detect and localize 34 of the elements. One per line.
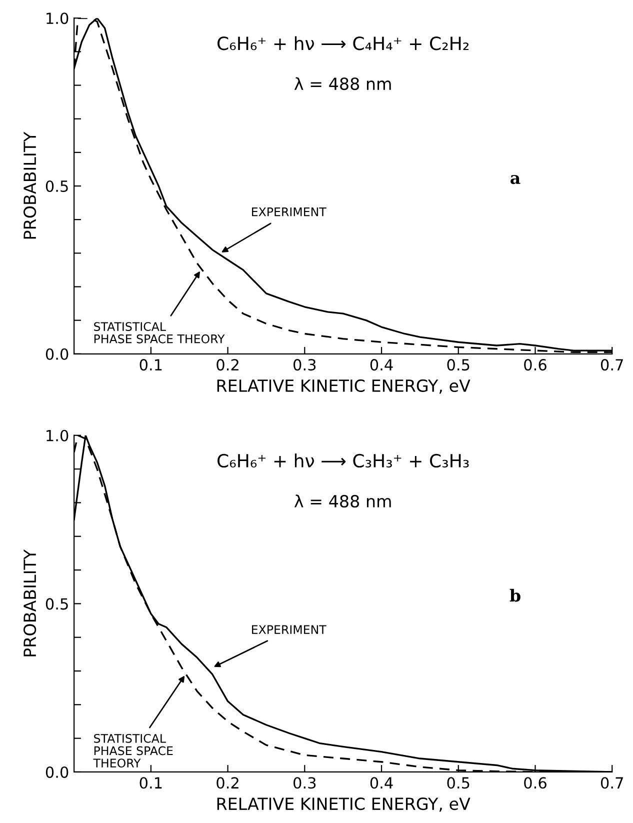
annotation: C₆H₆⁺ + hν ⟶ C₄H₄⁺ + C₂H₂ — [218, 36, 469, 50]
annotation: EXPERIMENT — [252, 208, 326, 216]
annotation: λ = 488 nm — [294, 77, 391, 90]
x-tick-label: 0.5 — [447, 359, 470, 371]
y-axis-title: PROBABILITY — [24, 132, 36, 239]
annotation: STATISTICAL PHASE SPACE THEORY — [94, 322, 225, 344]
x-axis-title: RELATIVE KINETIC ENERGY, eV — [217, 797, 470, 812]
x-tick-label: 0.5 — [447, 777, 470, 789]
annotation: EXPERIMENT — [252, 625, 326, 634]
x-tick-label: 0.2 — [216, 777, 238, 789]
x-tick-label: 0.7 — [600, 777, 623, 789]
y-tick-label: 0.0 — [46, 348, 68, 360]
x-tick-label: 0.6 — [524, 777, 546, 789]
x-tick-label: 0.4 — [370, 777, 393, 789]
annotation: STATISTICAL PHASE SPACE THEORY — [93, 734, 173, 768]
x-tick-label: 0.7 — [600, 359, 623, 371]
annotation: λ = 488 nm — [294, 494, 391, 508]
x-axis-title: RELATIVE KINETIC ENERGY, eV — [217, 379, 470, 394]
x-tick-label: 0.1 — [140, 359, 162, 371]
y-tick-label: 1.0 — [46, 430, 68, 442]
y-tick-label: 0.5 — [46, 598, 68, 610]
y-tick-label: 1.0 — [46, 12, 68, 24]
annotation: C₆H₆⁺ + hν ⟶ C₃H₃⁺ + C₃H₃ — [218, 454, 469, 468]
x-tick-label: 0.4 — [370, 359, 393, 371]
x-tick-label: 0.3 — [294, 777, 316, 789]
y-tick-label: 0.5 — [46, 180, 68, 192]
y-axis-title: PROBABILITY — [24, 549, 36, 656]
x-tick-label: 0.3 — [294, 359, 316, 371]
annotation: a — [510, 174, 520, 184]
annotation: b — [510, 588, 520, 602]
x-tick-label: 0.6 — [524, 359, 546, 371]
y-tick-label: 0.0 — [46, 766, 68, 778]
x-tick-label: 0.1 — [140, 777, 162, 789]
x-tick-label: 0.2 — [216, 359, 238, 371]
